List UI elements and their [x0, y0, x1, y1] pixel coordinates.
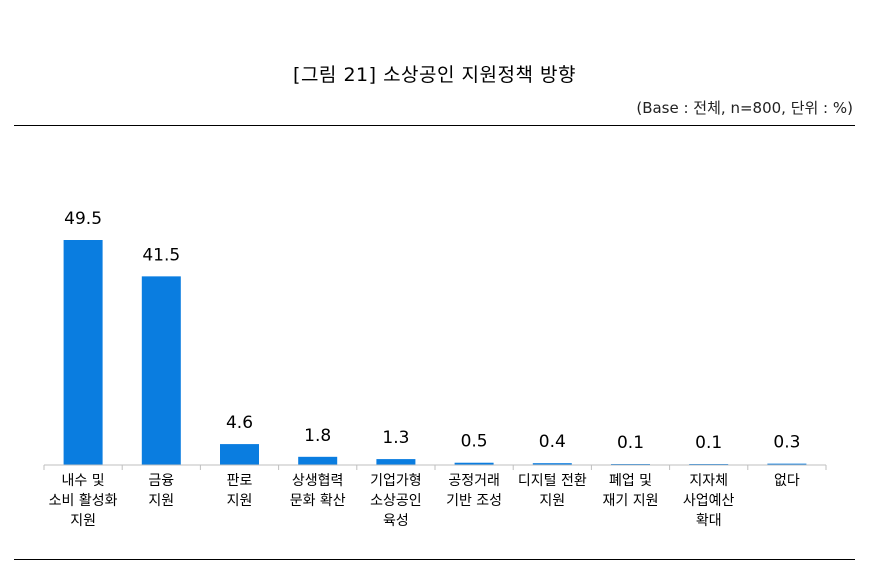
- value-label: 0.1: [695, 433, 722, 453]
- value-label: 0.5: [461, 432, 488, 452]
- category-label-line: 사업예산: [683, 493, 735, 509]
- bar: [63, 240, 103, 465]
- top-divider: [14, 125, 855, 126]
- category-label-line: 지자체: [689, 473, 728, 489]
- category-label-line: 확대: [696, 513, 722, 529]
- category-label-line: 지원: [539, 493, 565, 509]
- category-label-line: 소상공인: [370, 493, 422, 509]
- category-label-line: 없다: [774, 473, 800, 489]
- bar: [767, 463, 807, 465]
- bar: [298, 456, 338, 465]
- bar: [532, 463, 572, 465]
- value-label: 1.3: [382, 428, 409, 448]
- x-axis: [43, 464, 827, 470]
- category-label-line: 판로: [227, 473, 253, 489]
- bar: [454, 462, 494, 465]
- category-label-line: 지원: [227, 493, 253, 509]
- value-labels-group: 49.5 41.5 4.6 1.8 1.3 0.5 0.4 0.1 0.1 0.3: [64, 209, 800, 453]
- value-label: 0.3: [773, 433, 800, 453]
- value-label: 0.4: [539, 432, 566, 452]
- category-label-line: 공정거래: [448, 473, 500, 489]
- bar: [220, 444, 259, 465]
- category-label-line: 육성: [383, 513, 409, 529]
- value-label: 41.5: [142, 245, 180, 265]
- category-label-line: 디지털 전환: [518, 473, 587, 489]
- value-label: 0.1: [617, 433, 644, 453]
- bottom-divider: [14, 559, 855, 560]
- value-label: 1.8: [304, 426, 331, 446]
- category-label-line: 기반 조성: [446, 493, 502, 509]
- bars-group: [63, 240, 807, 465]
- value-label: 49.5: [64, 209, 102, 229]
- base-note: (Base : 전체, n=800, 단위 : %): [636, 99, 853, 117]
- bar: [376, 459, 416, 465]
- category-label: 없다: [774, 473, 800, 489]
- category-label-line: 상생협력: [292, 473, 344, 489]
- category-label-line: 내수 및: [62, 473, 105, 489]
- category-label-line: 지원: [70, 513, 96, 529]
- category-label-line: 지원: [148, 493, 174, 509]
- category-label-line: 금융: [148, 473, 174, 489]
- value-label: 4.6: [226, 413, 253, 433]
- category-label-line: 기업가형: [370, 473, 422, 489]
- category-label-line: 소비 활성화: [49, 493, 118, 509]
- chart-title: [그림 21] 소상공인 지원정책 방향: [293, 64, 576, 86]
- bar: [141, 276, 181, 465]
- category-label-line: 폐업 및: [609, 473, 652, 489]
- category-label-line: 재기 지원: [603, 493, 659, 509]
- category-label-line: 문화 확산: [290, 493, 346, 509]
